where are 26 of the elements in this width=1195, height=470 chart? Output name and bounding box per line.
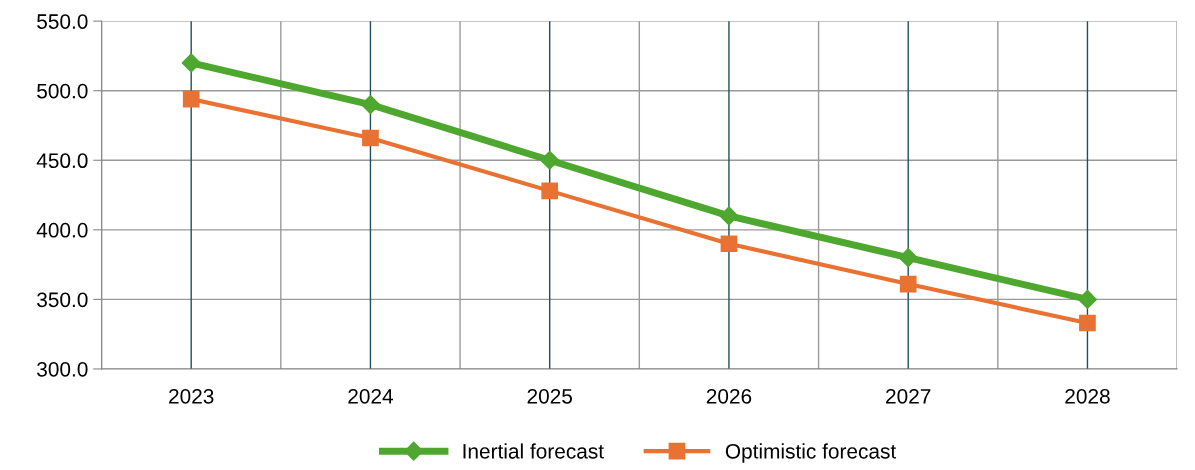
point	[1077, 289, 1097, 309]
x-tick-label: 2026	[706, 388, 752, 404]
legend-label: Optimistic forecast	[725, 443, 897, 463]
y-tick-label: 550.0	[37, 14, 88, 29]
y-tick-label: 500.0	[37, 83, 88, 99]
x-tick-label: 2023	[169, 388, 214, 404]
point	[362, 129, 379, 147]
y-tick-label: 400.0	[36, 222, 88, 238]
point	[720, 235, 738, 253]
point	[719, 206, 739, 226]
legend-label: Inertial forecast	[463, 443, 604, 459]
point	[181, 53, 201, 73]
point	[1079, 314, 1096, 332]
x-tick-label: 2028	[1065, 388, 1110, 404]
x-tick-label: 2025	[527, 388, 572, 404]
x-tick-label: 2024	[348, 388, 394, 404]
point	[899, 275, 917, 293]
x-tick-label: 2027	[886, 388, 931, 404]
point	[541, 182, 559, 200]
point	[898, 248, 918, 268]
point	[360, 95, 380, 115]
y-tick-label: 350.0	[37, 292, 88, 308]
point	[182, 90, 200, 108]
y-tick-label: 450.0	[36, 153, 88, 169]
point	[540, 150, 560, 170]
y-tick-label: 300.0	[37, 361, 88, 377]
